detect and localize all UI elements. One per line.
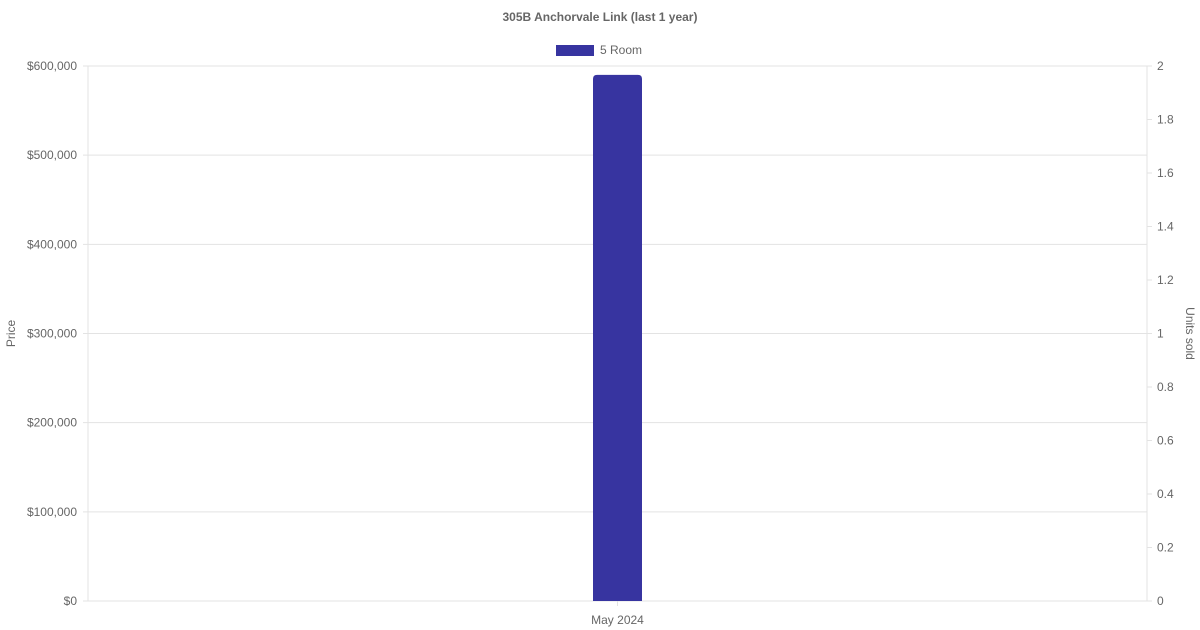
chart-title: 305B Anchorvale Link (last 1 year): [502, 10, 698, 24]
y2-tick-label: 0.2: [1157, 541, 1174, 555]
y-tick-label: $400,000: [27, 237, 77, 251]
y-tick-label: $0: [64, 594, 78, 608]
y2-axis-title: Units sold: [1183, 307, 1197, 360]
y2-tick-label: 0.8: [1157, 380, 1174, 394]
bar[interactable]: [593, 74, 642, 601]
legend-swatch: [556, 44, 594, 56]
legend[interactable]: 5 Room: [556, 43, 642, 57]
y-tick-label: $200,000: [27, 416, 77, 430]
legend-label: 5 Room: [600, 43, 643, 57]
y-axis-title: Price: [4, 320, 18, 348]
x-tick-label: May 2024: [591, 613, 644, 627]
y-tick-label: $100,000: [27, 505, 77, 519]
y-tick-label: $600,000: [27, 59, 77, 73]
y2-tick-label: 1: [1157, 327, 1164, 341]
y2-tick-label: 0: [1157, 594, 1164, 608]
y2-tick-label: 1.8: [1157, 113, 1174, 127]
y2-tick-label: 1.6: [1157, 166, 1174, 180]
y2-tick-label: 0.6: [1157, 434, 1174, 448]
y-tick-label: $300,000: [27, 327, 77, 341]
y2-tick-label: 2: [1157, 59, 1164, 73]
y2-tick-label: 1.4: [1157, 220, 1174, 234]
y2-tick-label: 1.2: [1157, 273, 1174, 287]
y2-tick-label: 0.4: [1157, 487, 1174, 501]
y-tick-label: $500,000: [27, 148, 77, 162]
